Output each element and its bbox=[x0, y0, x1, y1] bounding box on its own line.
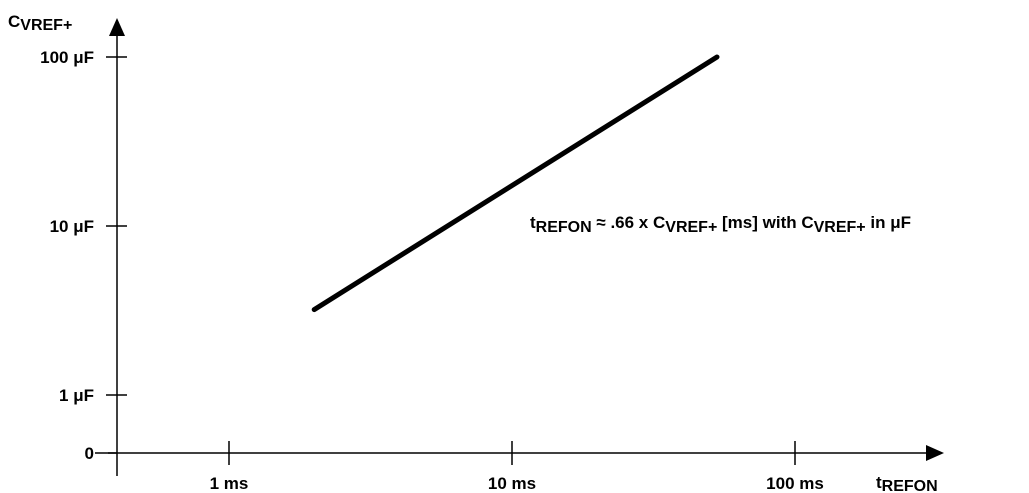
x-axis-title-sub: REFON bbox=[882, 478, 938, 493]
annot-c: C bbox=[653, 213, 665, 232]
x-tick-label-0: 1 ms bbox=[210, 474, 249, 493]
y-axis-title: CVREF+ bbox=[8, 12, 72, 34]
y-axis-arrow bbox=[109, 18, 125, 36]
x-axis-arrow bbox=[926, 445, 944, 461]
x-tick-label-1: 10 ms bbox=[488, 474, 536, 493]
annot-t: t bbox=[530, 213, 536, 232]
x-tick-label-2: 100 ms bbox=[766, 474, 824, 493]
annot-c2: C bbox=[801, 213, 813, 232]
annot-t-sub: REFON bbox=[536, 219, 592, 236]
series-line-0 bbox=[311, 54, 720, 313]
y-tick-label-1: 10 μF bbox=[50, 217, 94, 236]
annot-tail: in μF bbox=[866, 213, 911, 232]
formula-annotation: tREFON ≈ .66 x CVREF+ [ms] with CVREF+ i… bbox=[530, 213, 911, 236]
y-tick-label-0: 1 μF bbox=[59, 386, 94, 405]
tick-group: 1 ms 10 ms 100 ms 1 μF 10 μF 100 μF bbox=[40, 48, 824, 493]
annot-c2-sub: VREF+ bbox=[814, 219, 866, 236]
y-tick-label-2: 100 μF bbox=[40, 48, 94, 67]
annot-approx: ≈ .66 x bbox=[592, 213, 653, 232]
x-axis-title: tREFON bbox=[876, 473, 938, 493]
annot-unit: [ms] with bbox=[717, 213, 801, 232]
y-axis-title-main: C bbox=[8, 12, 20, 31]
series-group bbox=[311, 54, 720, 313]
annot-c-sub: VREF+ bbox=[665, 219, 717, 236]
y-zero-label: 0 bbox=[85, 444, 94, 463]
x-axis-title-main: t bbox=[876, 473, 882, 492]
y-axis-title-sub: VREF+ bbox=[20, 17, 72, 34]
